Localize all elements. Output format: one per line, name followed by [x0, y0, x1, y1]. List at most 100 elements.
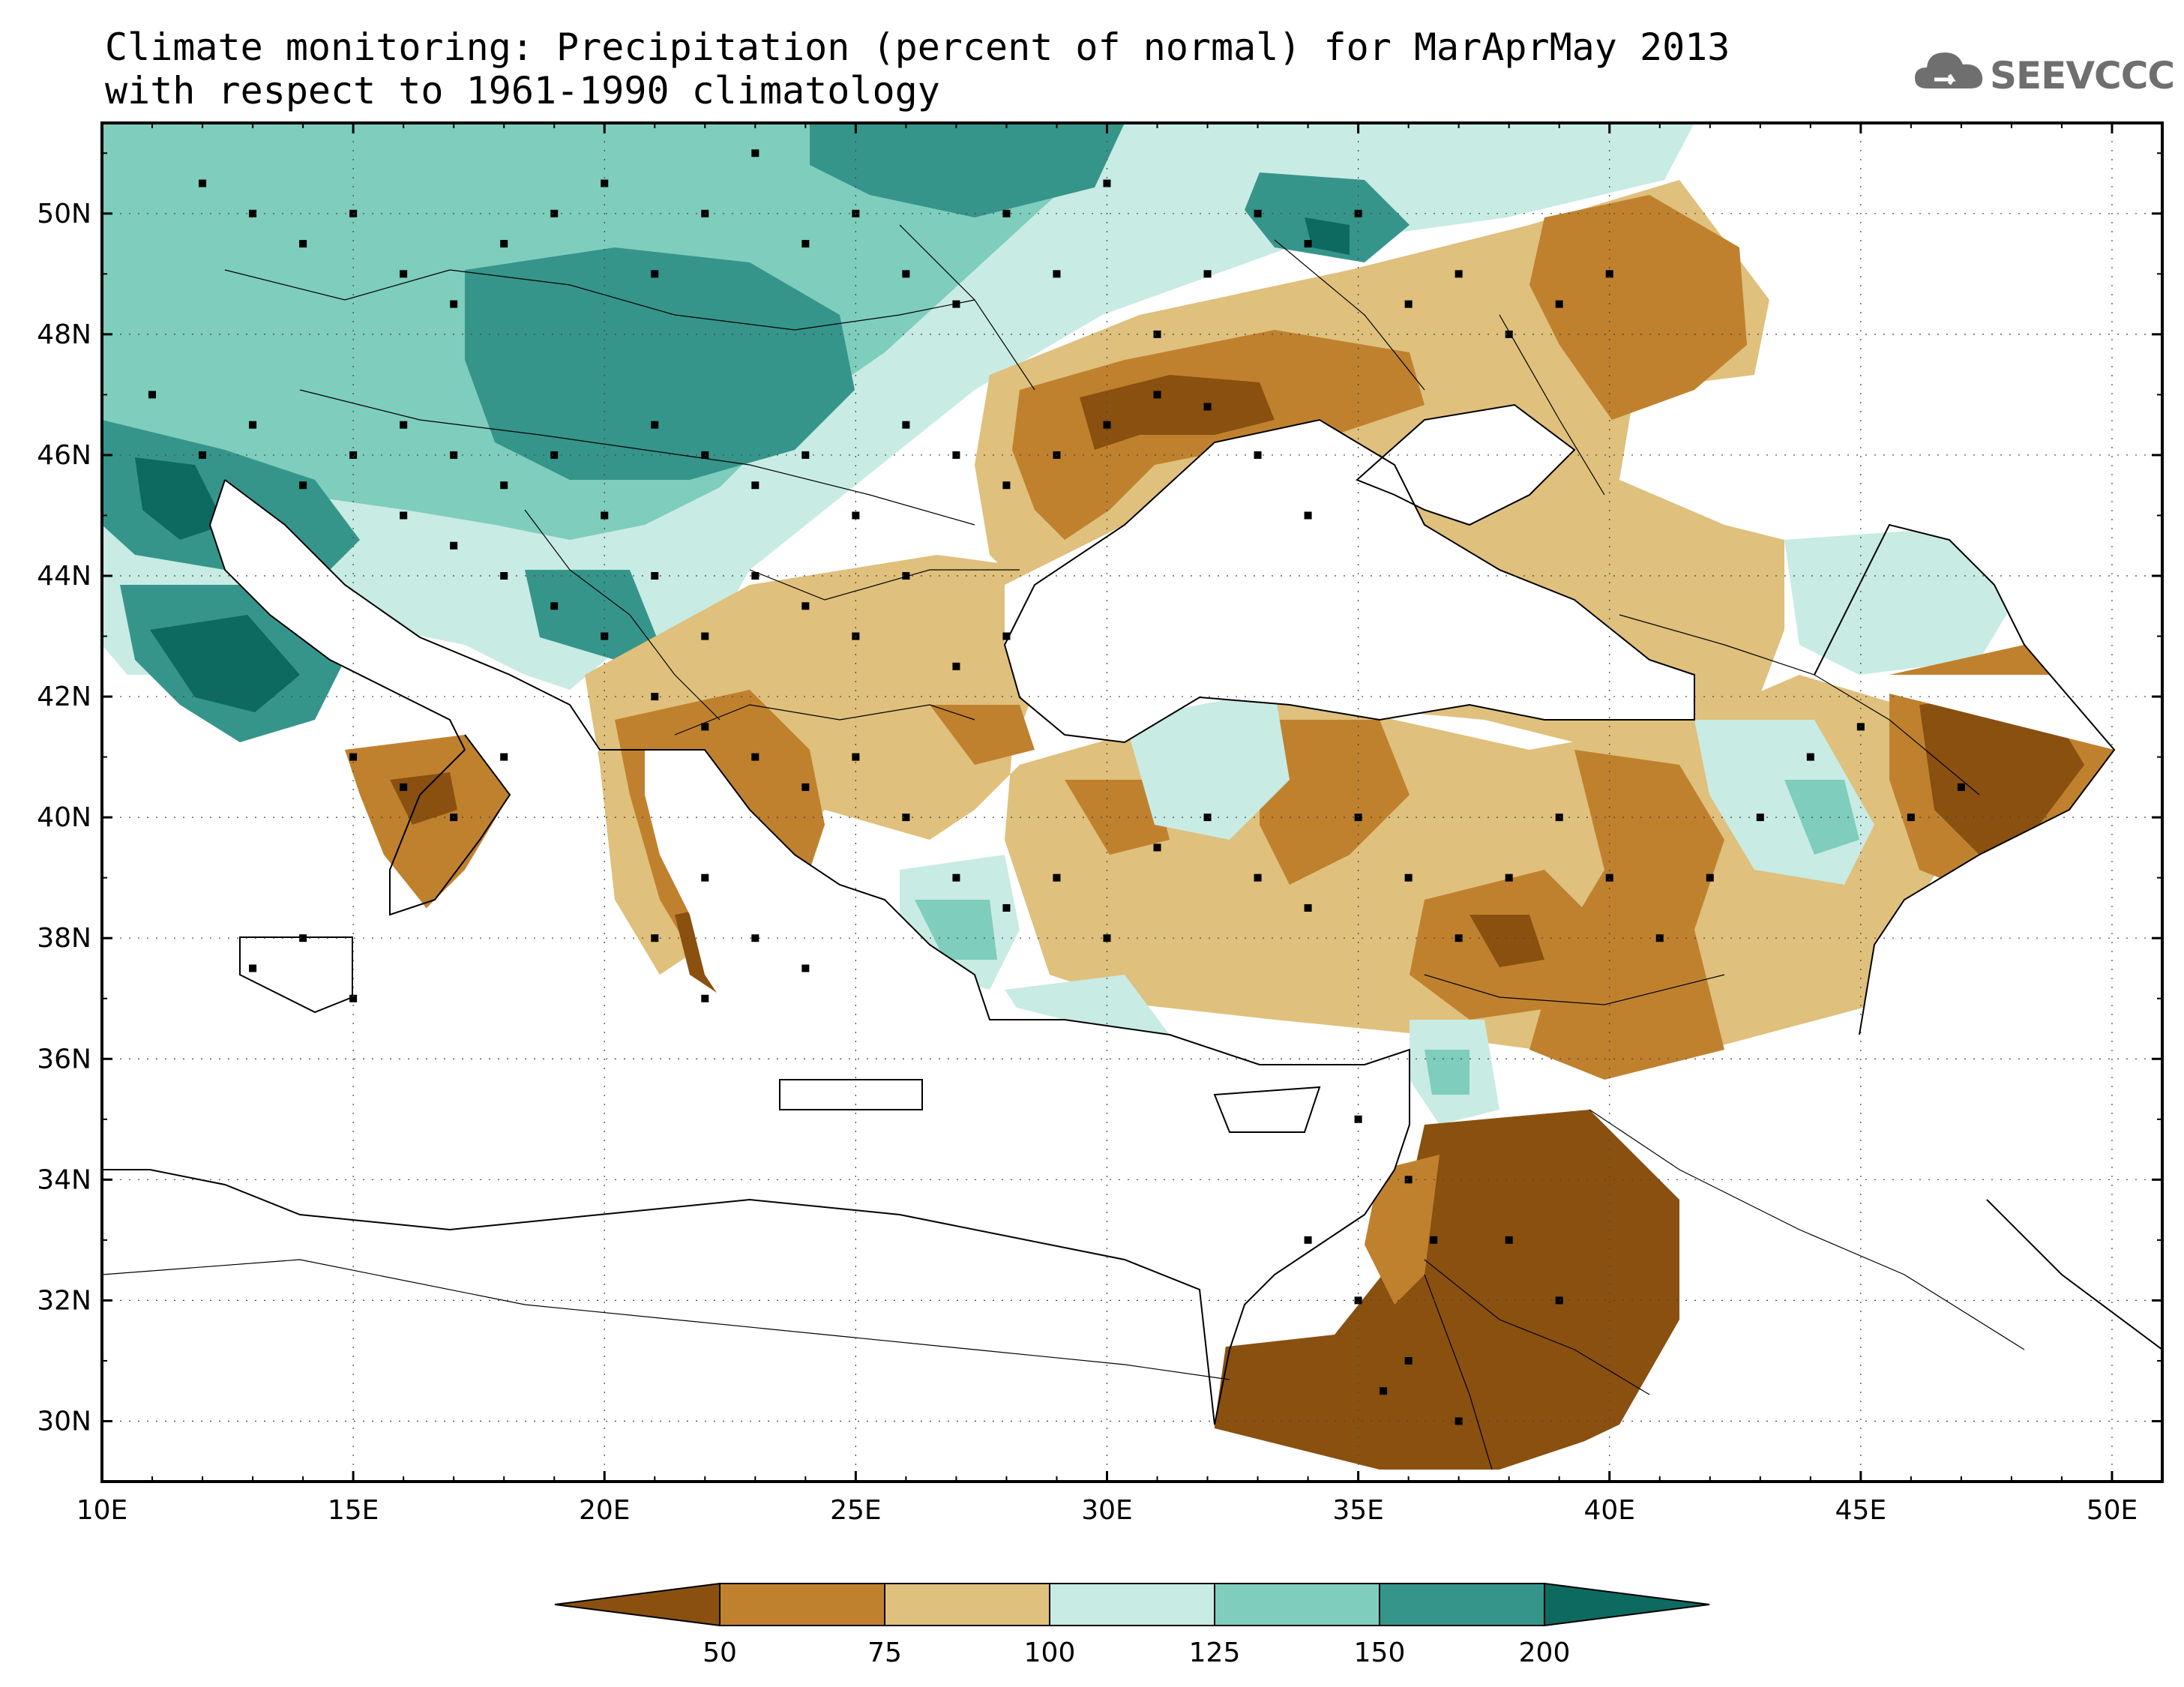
station-marker [1304, 511, 1312, 520]
colorbar-label: 50 [703, 1638, 737, 1668]
lat-label: 32N [37, 1285, 91, 1316]
station-marker [701, 994, 709, 1002]
station-marker [751, 149, 759, 157]
station-marker [651, 934, 659, 942]
colorbar-segment [884, 1583, 1050, 1626]
station-marker [1103, 421, 1111, 429]
station-marker [1103, 934, 1111, 942]
station-marker [249, 964, 257, 972]
lat-label: 50N [37, 199, 91, 229]
station-marker [751, 572, 759, 580]
station-marker [1002, 903, 1011, 912]
colorbar-label: 100 [1024, 1638, 1076, 1668]
station-marker [902, 270, 910, 278]
lat-label: 38N [37, 923, 91, 954]
station-marker [601, 511, 609, 520]
station-marker [751, 934, 759, 942]
station-marker [450, 300, 458, 308]
lon-label: 40E [1583, 1495, 1635, 1526]
colorbar-segment [719, 1583, 885, 1626]
station-marker [1354, 1115, 1362, 1123]
station-marker [299, 481, 307, 490]
station-marker [1254, 209, 1262, 217]
station-marker [1153, 330, 1161, 338]
station-marker [1404, 300, 1413, 308]
station-marker [651, 270, 659, 278]
station-marker [1605, 873, 1613, 882]
station-marker [1555, 814, 1563, 822]
station-marker [1304, 240, 1312, 248]
axes: 30N 32N 34N 36N 38N 40N 42N 44N 46N 48N 50N 10E 15E 2… [37, 123, 2163, 1526]
station-marker [1430, 1236, 1438, 1244]
colorbar-segment [1049, 1583, 1215, 1626]
station-marker [801, 240, 810, 248]
lat-label: 44N [37, 561, 91, 592]
lat-label: 42N [37, 682, 91, 712]
lon-label: 10E [76, 1495, 128, 1526]
title-block: Climate monitoring: Precipitation (perce… [105, 25, 1730, 112]
station-marker [1505, 873, 1513, 882]
lat-label: 48N [37, 319, 91, 350]
station-marker [199, 179, 207, 187]
station-marker [1053, 873, 1061, 882]
station-marker [801, 451, 810, 459]
station-marker [1304, 903, 1312, 912]
colorbar-segment [1379, 1583, 1545, 1626]
grid-lines [102, 123, 2162, 1482]
lat-label: 36N [37, 1044, 91, 1074]
station-marker [701, 723, 709, 731]
station-marker [199, 451, 207, 459]
logo-text: SEEVCCC [1990, 54, 2175, 97]
station-marker [1455, 270, 1463, 278]
map-fields [102, 123, 2162, 1482]
station-marker [801, 602, 810, 610]
lon-label: 25E [830, 1495, 882, 1526]
title-line-2: with respect to 1961-1990 climatology [105, 69, 940, 112]
station-marker [550, 209, 559, 217]
station-marker [1706, 873, 1714, 882]
map-frame [100, 121, 2164, 1483]
station-marker [249, 421, 257, 429]
station-marker [952, 300, 960, 308]
station-marker [400, 511, 408, 520]
colorbar-label: 125 [1189, 1638, 1241, 1668]
colorbar-high-extend [1544, 1582, 1710, 1627]
lat-label: 40N [37, 802, 91, 833]
colorbar-label: 200 [1519, 1638, 1571, 1668]
station-marker [349, 451, 358, 459]
station-marker [148, 391, 157, 399]
lon-label: 35E [1332, 1495, 1384, 1526]
station-marker [751, 481, 759, 490]
station-marker [952, 451, 960, 459]
station-marker [500, 481, 508, 490]
station-marker [701, 632, 709, 640]
station-marker [1203, 814, 1212, 822]
station-marker [1254, 451, 1262, 459]
station-marker [1756, 814, 1764, 822]
station-marker [1354, 1296, 1362, 1305]
colorbar: 50 75 100 125 150 200 [554, 1582, 1710, 1668]
station-marker [1254, 873, 1262, 882]
station-marker [1404, 1356, 1413, 1365]
station-marker [1555, 300, 1563, 308]
station-marker [1404, 873, 1413, 882]
station-marker [601, 179, 609, 187]
station-marker [902, 572, 910, 580]
station-marker [1304, 1236, 1312, 1244]
station-marker [550, 451, 559, 459]
station-marker [952, 873, 960, 882]
station-marker [1455, 934, 1463, 942]
station-marker [1555, 1296, 1563, 1305]
station-marker [801, 783, 810, 791]
station-marker [701, 873, 709, 882]
station-marker [751, 753, 759, 761]
colorbar-label: 75 [867, 1638, 902, 1668]
station-marker [902, 421, 910, 429]
station-marker [450, 541, 458, 550]
station-marker [1380, 1387, 1388, 1395]
station-marker [1203, 270, 1212, 278]
station-marker [400, 783, 408, 791]
station-marker [1505, 1236, 1513, 1244]
station-marker [852, 511, 860, 520]
station-marker [1103, 179, 1111, 187]
